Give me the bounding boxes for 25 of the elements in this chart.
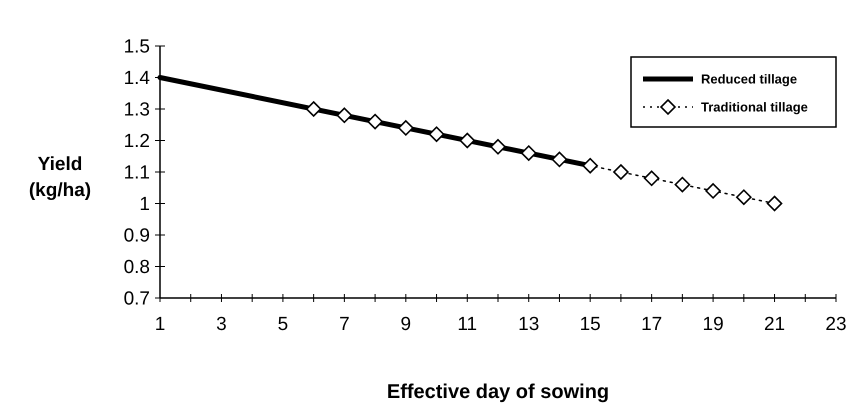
y-tick-label: 1 (139, 194, 150, 216)
x-tick-label: 1 (154, 314, 166, 335)
x-tick-label: 21 (764, 314, 786, 335)
x-tick-label: 9 (400, 314, 412, 335)
y-tick-label: 1.2 (124, 131, 150, 152)
x-tick-label: 23 (825, 314, 847, 335)
y-tick-label: 0.7 (124, 288, 150, 310)
y-tick-label: 0.8 (124, 257, 150, 278)
y-tick-label: 1.3 (124, 100, 150, 121)
legend-label: Reduced tillage (701, 72, 798, 87)
legend-label: Traditional tillage (701, 100, 808, 115)
x-axis-title: Effective day of sowing (386, 381, 610, 403)
x-tick-label: 19 (702, 314, 724, 335)
x-tick-label: 5 (278, 314, 288, 335)
y-tick-label: 1.5 (124, 36, 150, 58)
y-tick-label: 1.1 (124, 162, 150, 184)
x-tick-label: 11 (457, 314, 478, 335)
y-tick-label: 1.4 (124, 68, 150, 90)
x-tick-label: 13 (518, 314, 540, 335)
x-tick-label: 7 (339, 314, 350, 335)
x-tick-label: 3 (216, 314, 227, 335)
x-tick-label: 17 (641, 314, 662, 335)
y-axis-title: Yield (kg/ha) (28, 154, 92, 201)
x-tick-label: 15 (580, 314, 601, 335)
y-tick-label: 0.9 (124, 226, 150, 247)
